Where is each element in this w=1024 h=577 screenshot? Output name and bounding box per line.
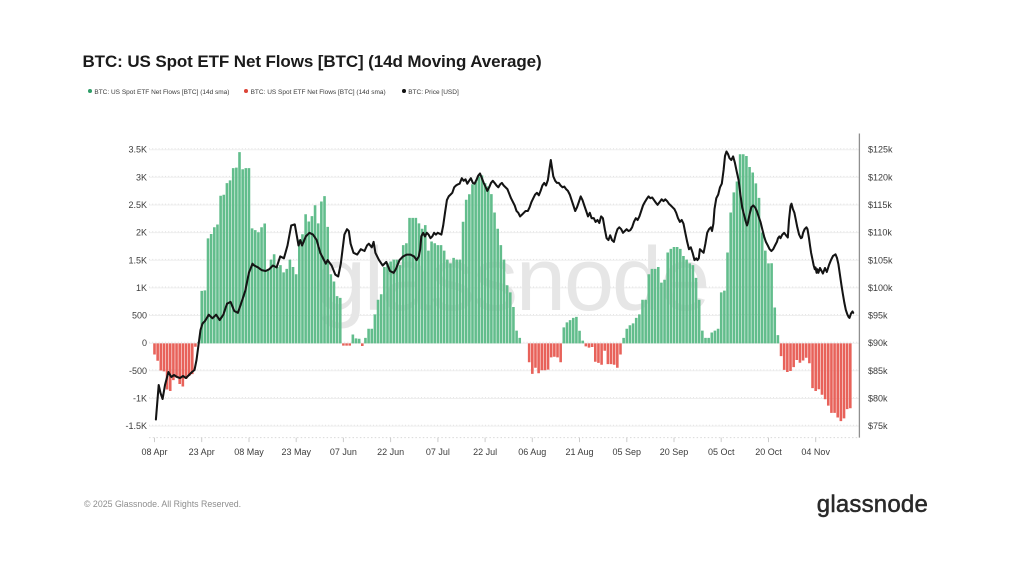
svg-text:05 Oct: 05 Oct <box>708 447 735 457</box>
svg-text:$85k: $85k <box>868 366 888 376</box>
svg-text:3.5K: 3.5K <box>128 145 147 155</box>
svg-text:07 Jul: 07 Jul <box>426 447 450 457</box>
svg-text:$90k: $90k <box>868 338 888 348</box>
svg-text:20 Sep: 20 Sep <box>660 447 689 457</box>
svg-text:23 Apr: 23 Apr <box>189 447 215 457</box>
svg-text:3K: 3K <box>136 172 147 182</box>
svg-text:-500: -500 <box>129 366 147 376</box>
svg-text:1K: 1K <box>136 283 147 293</box>
svg-text:2K: 2K <box>136 228 147 238</box>
svg-text:$100k: $100k <box>868 283 893 293</box>
svg-text:$110k: $110k <box>868 228 892 238</box>
svg-text:$75k: $75k <box>868 421 888 431</box>
svg-text:08 Apr: 08 Apr <box>141 447 167 457</box>
svg-text:-1.5K: -1.5K <box>125 421 147 431</box>
svg-text:$80k: $80k <box>868 394 888 404</box>
svg-text:2.5K: 2.5K <box>128 200 147 210</box>
svg-text:500: 500 <box>132 311 147 321</box>
svg-text:0: 0 <box>142 338 147 348</box>
svg-text:07 Jun: 07 Jun <box>330 447 357 457</box>
svg-text:$120k: $120k <box>868 172 893 182</box>
svg-text:23 May: 23 May <box>281 447 311 457</box>
svg-text:$95k: $95k <box>868 311 888 321</box>
svg-text:1.5K: 1.5K <box>128 255 147 265</box>
svg-text:06 Aug: 06 Aug <box>518 447 546 457</box>
svg-text:20 Oct: 20 Oct <box>755 447 782 457</box>
svg-text:05 Sep: 05 Sep <box>613 447 642 457</box>
svg-text:$115k: $115k <box>868 200 892 210</box>
svg-text:08 May: 08 May <box>234 447 264 457</box>
svg-text:22 Jul: 22 Jul <box>473 447 497 457</box>
svg-text:-1K: -1K <box>133 394 147 404</box>
svg-text:$125k: $125k <box>868 145 893 155</box>
svg-text:21 Aug: 21 Aug <box>565 447 593 457</box>
svg-text:22 Jun: 22 Jun <box>377 447 404 457</box>
svg-text:$105k: $105k <box>868 255 893 265</box>
svg-text:04 Nov: 04 Nov <box>801 447 830 457</box>
